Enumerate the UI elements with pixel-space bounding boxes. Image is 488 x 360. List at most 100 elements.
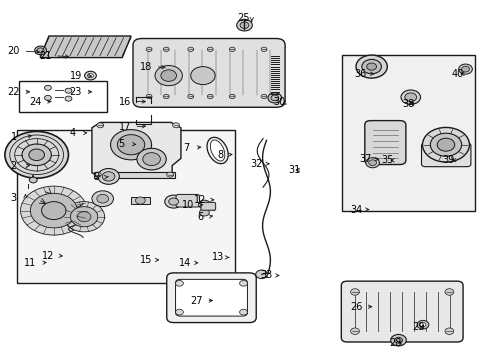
Circle shape — [84, 71, 96, 80]
Text: 12: 12 — [41, 251, 54, 261]
Text: 30: 30 — [273, 96, 285, 107]
Circle shape — [236, 19, 252, 31]
Text: 6: 6 — [197, 212, 203, 222]
Circle shape — [164, 195, 182, 208]
Circle shape — [5, 131, 68, 178]
Text: 22: 22 — [7, 87, 20, 97]
Circle shape — [97, 123, 103, 128]
Text: 13: 13 — [211, 252, 224, 262]
Text: 11: 11 — [24, 258, 37, 268]
Circle shape — [22, 144, 51, 166]
Text: 35: 35 — [380, 155, 393, 165]
Circle shape — [207, 94, 213, 99]
FancyBboxPatch shape — [166, 273, 256, 323]
Text: 5: 5 — [118, 139, 124, 149]
Circle shape — [436, 138, 454, 151]
Circle shape — [207, 47, 213, 51]
Circle shape — [422, 127, 468, 162]
Circle shape — [365, 158, 379, 168]
Circle shape — [400, 90, 420, 104]
Bar — [94, 172, 174, 178]
Circle shape — [239, 309, 247, 315]
Circle shape — [163, 47, 169, 51]
Text: 18: 18 — [139, 62, 152, 72]
Text: 15: 15 — [139, 255, 152, 265]
Circle shape — [175, 280, 183, 286]
Text: 26: 26 — [349, 302, 362, 312]
Text: 32: 32 — [250, 159, 263, 169]
FancyBboxPatch shape — [364, 121, 405, 165]
Circle shape — [404, 93, 416, 102]
Circle shape — [146, 47, 152, 51]
Text: 33: 33 — [260, 270, 272, 280]
Text: 39: 39 — [442, 155, 454, 165]
Circle shape — [390, 334, 406, 346]
Ellipse shape — [206, 137, 228, 164]
Circle shape — [65, 88, 72, 93]
Circle shape — [77, 212, 91, 222]
Circle shape — [461, 66, 468, 72]
Circle shape — [97, 194, 108, 203]
Circle shape — [270, 95, 278, 101]
Circle shape — [137, 148, 166, 170]
Ellipse shape — [210, 140, 224, 161]
Text: 24: 24 — [29, 96, 41, 107]
FancyBboxPatch shape — [133, 39, 285, 107]
Circle shape — [458, 64, 471, 74]
Circle shape — [63, 202, 104, 232]
Circle shape — [44, 95, 51, 100]
Text: 9: 9 — [94, 172, 100, 182]
Circle shape — [41, 202, 66, 220]
Circle shape — [239, 280, 247, 286]
Circle shape — [166, 172, 173, 177]
Circle shape — [92, 191, 113, 207]
Text: 19: 19 — [69, 71, 82, 81]
Circle shape — [30, 193, 77, 228]
Circle shape — [255, 270, 267, 279]
Circle shape — [94, 172, 101, 177]
Polygon shape — [40, 36, 131, 58]
Circle shape — [135, 197, 145, 204]
Text: 20: 20 — [7, 46, 20, 56]
Text: 3: 3 — [11, 193, 17, 203]
Circle shape — [29, 177, 37, 183]
Circle shape — [110, 130, 151, 160]
Circle shape — [163, 94, 169, 99]
Text: 2: 2 — [11, 161, 17, 171]
Circle shape — [198, 200, 210, 209]
Text: 12: 12 — [194, 195, 206, 205]
Bar — [131, 197, 149, 204]
Circle shape — [117, 135, 144, 155]
Circle shape — [87, 73, 93, 78]
Text: 4: 4 — [69, 128, 75, 138]
Text: 27: 27 — [190, 296, 203, 306]
Text: 1: 1 — [11, 132, 17, 142]
Circle shape — [187, 47, 193, 51]
Circle shape — [419, 323, 425, 327]
FancyBboxPatch shape — [421, 143, 470, 167]
Circle shape — [350, 328, 359, 334]
Circle shape — [240, 22, 248, 28]
Circle shape — [65, 96, 72, 101]
FancyBboxPatch shape — [201, 202, 215, 210]
Circle shape — [146, 94, 152, 99]
Circle shape — [444, 328, 453, 334]
Circle shape — [229, 47, 235, 51]
Polygon shape — [92, 122, 181, 177]
Circle shape — [168, 198, 178, 205]
Circle shape — [368, 160, 376, 166]
Circle shape — [161, 70, 176, 81]
Circle shape — [175, 309, 183, 315]
Text: 16: 16 — [118, 96, 131, 107]
Circle shape — [155, 66, 182, 86]
Circle shape — [70, 207, 98, 227]
Text: 25: 25 — [237, 13, 249, 23]
Circle shape — [98, 168, 119, 184]
Text: 36: 36 — [354, 69, 366, 79]
Circle shape — [20, 186, 87, 235]
Circle shape — [172, 123, 179, 128]
Circle shape — [261, 47, 266, 51]
Circle shape — [190, 67, 215, 85]
Text: 34: 34 — [349, 204, 362, 215]
Text: 21: 21 — [39, 51, 51, 61]
